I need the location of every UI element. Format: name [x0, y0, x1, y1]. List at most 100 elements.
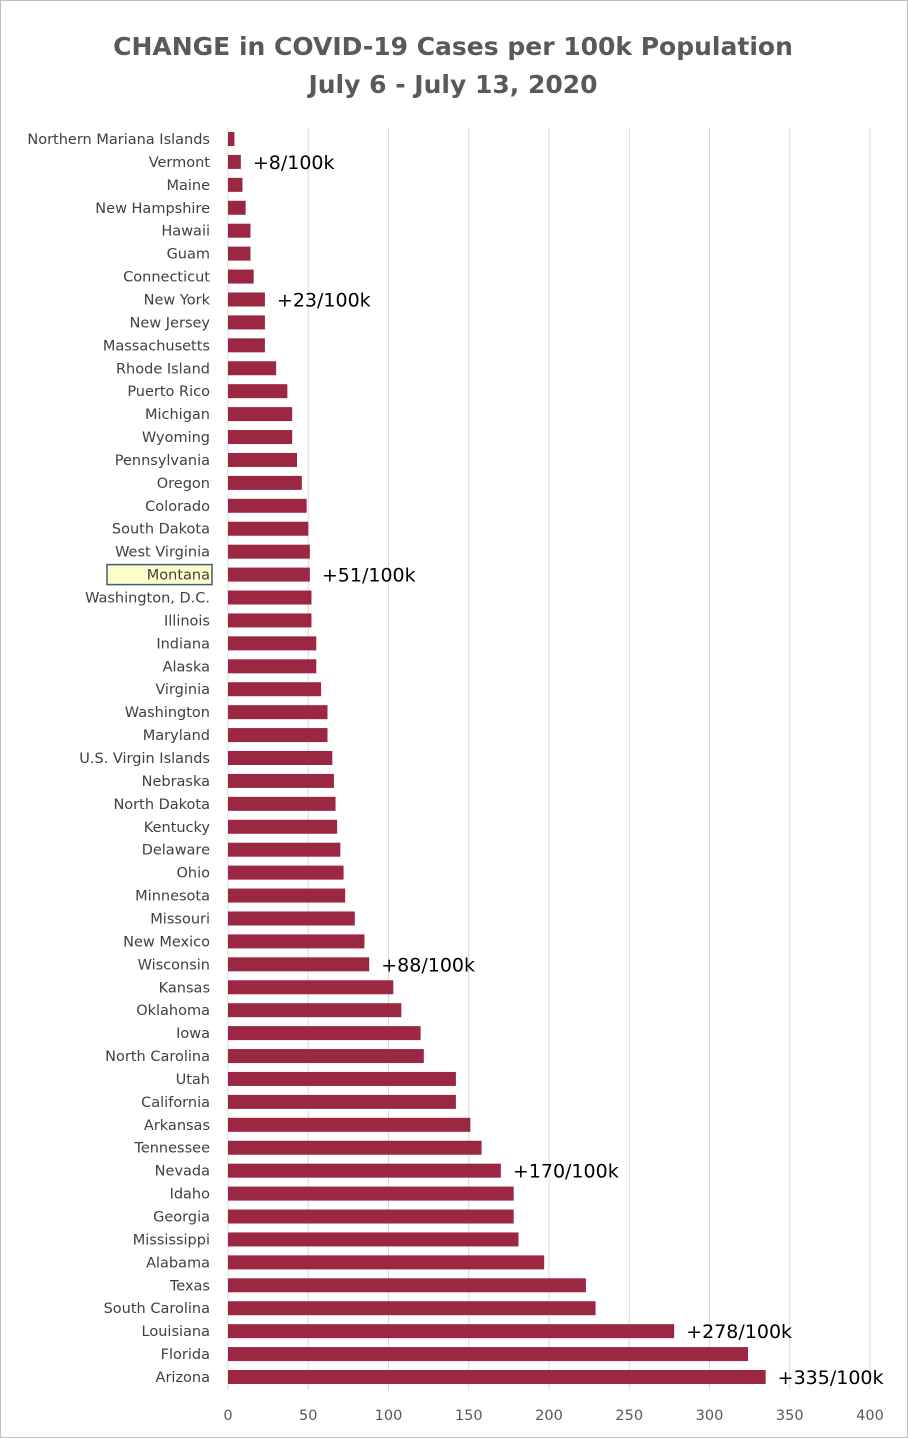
x-tick-label: 50	[299, 1408, 317, 1424]
category-label: Washington, D.C.	[85, 591, 210, 607]
bar	[228, 751, 333, 765]
bar	[228, 1232, 519, 1247]
bar	[228, 475, 302, 490]
category-label: Michigan	[145, 407, 210, 423]
category-label: Tennessee	[133, 1141, 210, 1157]
bar	[228, 1255, 545, 1270]
bar	[228, 888, 346, 903]
category-label: Delaware	[142, 843, 210, 859]
category-label: Oregon	[157, 476, 210, 492]
bar	[228, 590, 312, 605]
bar	[228, 682, 322, 697]
bar	[228, 705, 328, 720]
category-label: Nebraska	[142, 774, 210, 790]
category-label: North Carolina	[105, 1049, 210, 1065]
bar	[228, 246, 251, 261]
x-tick-label: 300	[696, 1408, 724, 1424]
category-label: Maine	[166, 178, 210, 194]
bar	[228, 728, 328, 743]
category-label: Montana	[147, 568, 210, 584]
category-label: Minnesota	[135, 889, 210, 905]
bar	[228, 452, 298, 467]
bar	[228, 544, 310, 559]
bar	[228, 773, 334, 788]
chart-subtitle: July 6 - July 13, 2020	[308, 70, 598, 99]
bar	[228, 154, 241, 169]
x-tick-label: 100	[375, 1408, 403, 1424]
category-label: Connecticut	[123, 270, 210, 286]
x-tick-label: 250	[615, 1408, 643, 1424]
bar	[228, 315, 265, 330]
bar	[228, 1071, 456, 1086]
bar	[228, 430, 293, 445]
category-label: Indiana	[156, 636, 210, 652]
category-label: Guam	[167, 247, 210, 263]
category-label: Texas	[169, 1278, 210, 1294]
category-label: Vermont	[149, 155, 211, 171]
bar	[228, 659, 317, 674]
bar	[228, 177, 243, 192]
chart-title: CHANGE in COVID-19 Cases per 100k Popula…	[113, 32, 793, 61]
category-label: Alaska	[163, 659, 210, 675]
annotation-label: +335/100k	[778, 1367, 884, 1389]
annotation-label: +88/100k	[381, 954, 475, 976]
highlight-box	[106, 563, 213, 586]
bar	[228, 980, 394, 995]
bar	[228, 269, 254, 284]
bar	[228, 1186, 514, 1201]
category-label: West Virginia	[115, 545, 210, 561]
bar	[228, 1347, 749, 1362]
category-label: Rhode Island	[116, 361, 210, 377]
category-label: Illinois	[164, 613, 210, 629]
bar	[228, 1003, 402, 1018]
category-label: Massachusetts	[103, 338, 210, 354]
annotation-label: +8/100k	[253, 152, 335, 174]
category-label: New Jersey	[130, 315, 211, 331]
bar	[228, 1094, 456, 1109]
bar	[228, 521, 309, 536]
bar	[228, 1209, 514, 1224]
category-label: Kentucky	[144, 820, 211, 836]
category-label: Alabama	[146, 1255, 210, 1271]
x-tick-label: 350	[776, 1408, 804, 1424]
bar	[228, 223, 251, 238]
bar	[228, 819, 338, 834]
bar	[228, 498, 307, 513]
bar	[228, 1140, 482, 1155]
category-label: Northern Mariana Islands	[27, 132, 210, 148]
bar	[228, 567, 310, 582]
bar	[228, 1117, 471, 1132]
bar	[228, 1026, 421, 1041]
category-label: Pennsylvania	[115, 453, 210, 469]
annotation-label: +278/100k	[686, 1321, 792, 1343]
category-label: North Dakota	[113, 797, 210, 813]
category-label: South Carolina	[104, 1301, 210, 1317]
category-label: Washington	[125, 705, 210, 721]
bar	[228, 865, 344, 880]
bar	[228, 842, 341, 857]
category-label: Iowa	[176, 1026, 210, 1042]
category-label: U.S. Virgin Islands	[79, 751, 210, 767]
category-label: Missouri	[150, 911, 210, 927]
bar	[228, 361, 277, 376]
category-label: Idaho	[170, 1187, 211, 1203]
bar	[228, 957, 370, 972]
bar	[228, 1049, 424, 1064]
chart-title-block: CHANGE in COVID-19 Cases per 100k Popula…	[0, 28, 906, 104]
bar	[228, 911, 355, 926]
bar	[228, 407, 293, 422]
bar	[228, 636, 317, 651]
x-tick-label: 150	[455, 1408, 483, 1424]
category-label: Maryland	[143, 728, 210, 744]
annotation-label: +23/100k	[277, 289, 371, 311]
category-label: Hawaii	[161, 224, 210, 240]
category-label: Virginia	[155, 682, 210, 698]
category-label: Kansas	[159, 980, 210, 996]
category-label: Colorado	[145, 499, 210, 515]
category-label: Florida	[161, 1347, 210, 1363]
bar	[228, 1370, 766, 1384]
category-label: Georgia	[153, 1210, 210, 1226]
category-label: Louisiana	[142, 1324, 210, 1340]
category-label: Wyoming	[142, 430, 210, 446]
